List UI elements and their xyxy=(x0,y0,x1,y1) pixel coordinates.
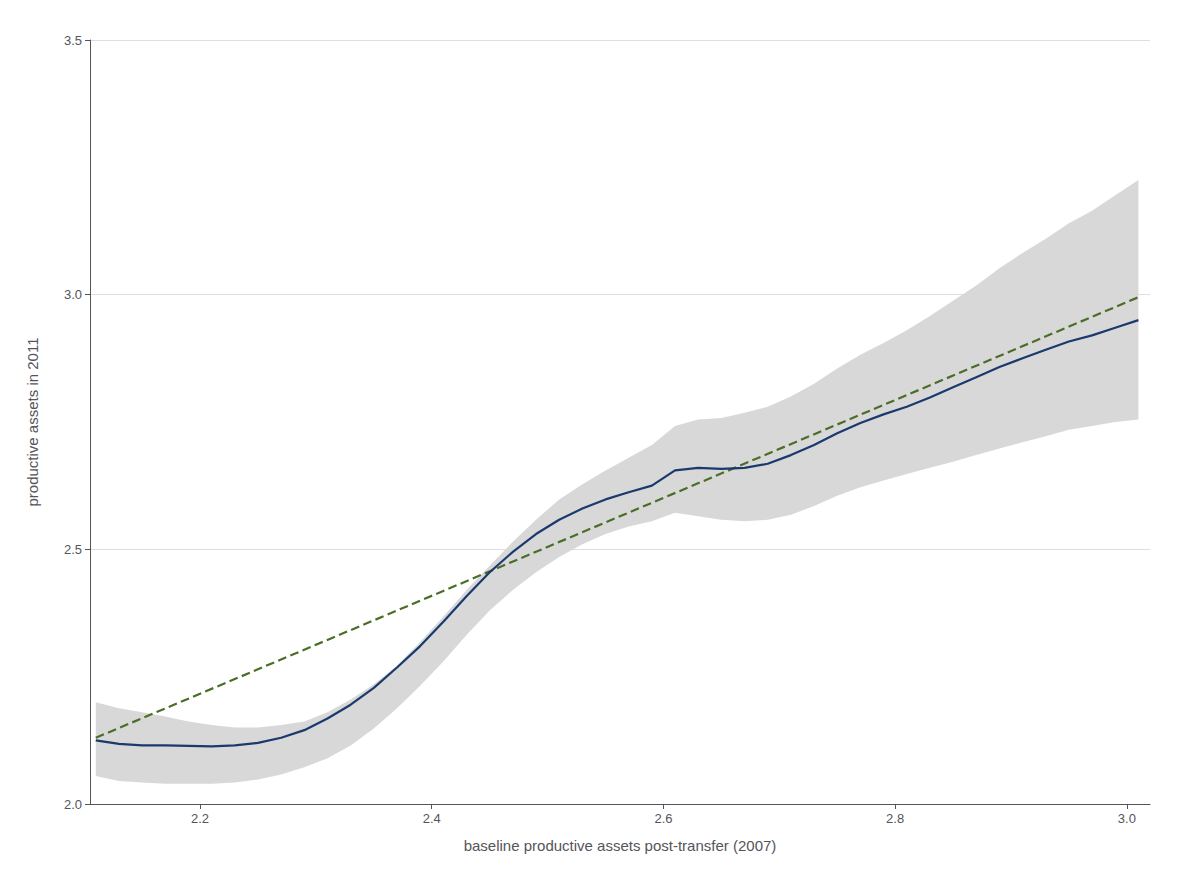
svg-text:baseline productive assets pos: baseline productive assets post-transfer… xyxy=(464,837,777,854)
svg-text:2.6: 2.6 xyxy=(654,811,672,826)
svg-text:2.8: 2.8 xyxy=(886,811,904,826)
svg-text:2.4: 2.4 xyxy=(423,811,441,826)
svg-text:2.5: 2.5 xyxy=(64,542,82,557)
svg-text:3.0: 3.0 xyxy=(64,287,82,302)
svg-text:3.0: 3.0 xyxy=(1118,811,1136,826)
svg-text:2.0: 2.0 xyxy=(64,797,82,812)
svg-text:2.2: 2.2 xyxy=(191,811,209,826)
svg-text:3.5: 3.5 xyxy=(64,33,82,48)
svg-text:productive assets in 2011: productive assets in 2011 xyxy=(24,338,41,507)
